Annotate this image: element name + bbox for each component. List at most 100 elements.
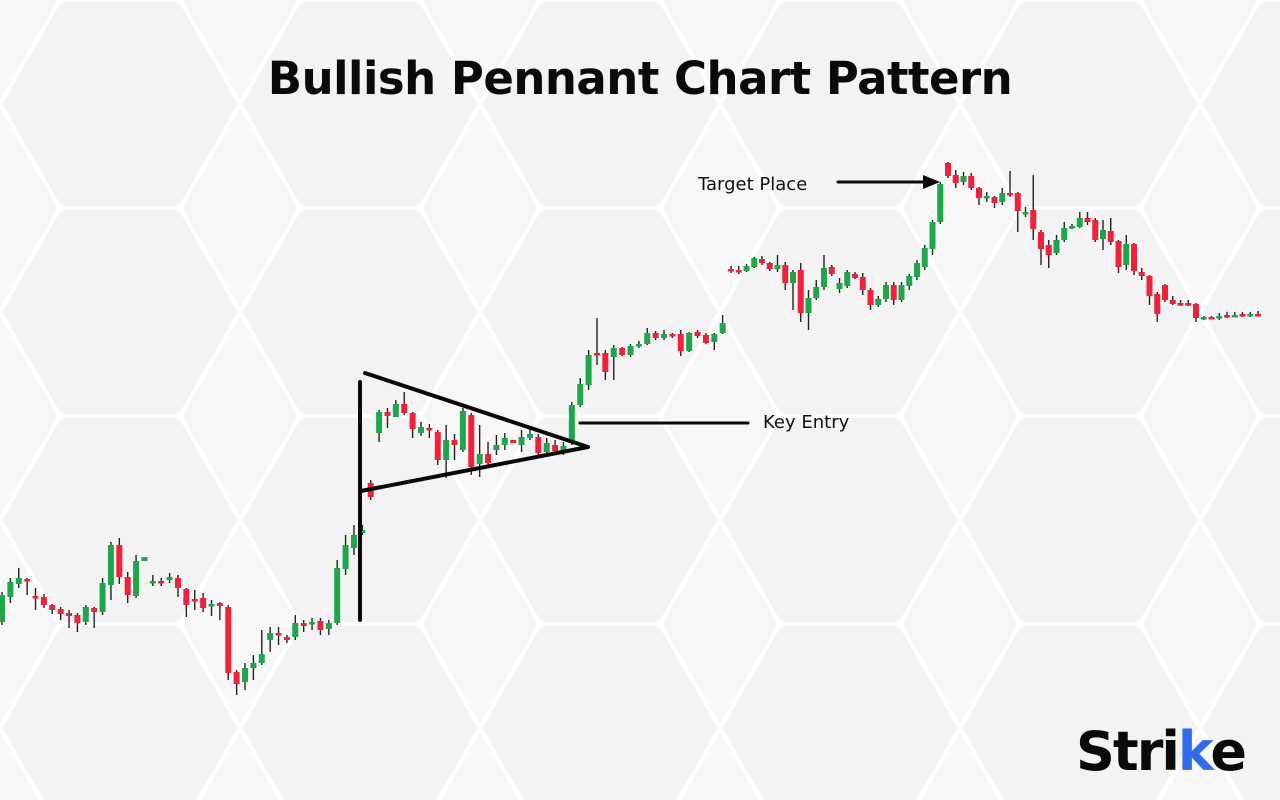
bearish-candle [300, 620, 307, 632]
candle-body [1069, 226, 1075, 229]
candle-body [317, 621, 324, 630]
bearish-candle [1146, 275, 1153, 305]
bearish-candle [317, 618, 324, 635]
candle-body [568, 405, 575, 443]
bearish-candle [593, 318, 600, 365]
candle-body [359, 530, 366, 533]
candle-body [1100, 230, 1106, 239]
bearish-candle [468, 413, 475, 475]
candle-body [1014, 193, 1021, 211]
candle-body [828, 267, 835, 274]
bearish-candle [1107, 218, 1114, 245]
bullish-candle [334, 560, 341, 625]
candle-body [1255, 314, 1261, 317]
bearish-candle [728, 266, 735, 273]
bullish-candle [342, 535, 349, 575]
candle-body [0, 595, 5, 622]
candle-body [669, 334, 676, 337]
candle-body [166, 577, 173, 580]
bearish-candle [40, 594, 47, 608]
candle-body [124, 577, 131, 595]
bearish-candle [183, 588, 190, 617]
candle-body [526, 434, 533, 438]
bullish-candle [141, 557, 148, 561]
candle-body [914, 263, 920, 277]
bearish-candle [1224, 312, 1230, 318]
bearish-candle [485, 442, 492, 465]
bearish-candle [867, 288, 874, 310]
candle-body [342, 545, 349, 569]
candle-body [443, 440, 450, 460]
candle-body [702, 335, 709, 343]
candle-body [694, 332, 701, 336]
pennant-lower-line [359, 445, 590, 493]
bearish-candle [652, 331, 659, 340]
bullish-candle [790, 270, 796, 310]
bearish-candle [426, 424, 433, 438]
candle-body [459, 411, 466, 450]
bullish-candle [15, 568, 22, 588]
candle-body [813, 287, 820, 298]
bullish-candle [821, 255, 827, 290]
bullish-candle [813, 280, 820, 300]
bullish-candle [1076, 212, 1083, 228]
candle-body [635, 344, 642, 347]
bearish-candle [124, 572, 131, 603]
candle-body [1061, 228, 1068, 240]
bullish-candle [898, 282, 905, 302]
candle-body [1084, 218, 1091, 222]
candle-body [937, 184, 944, 222]
candle-body [602, 353, 609, 372]
candle-body [661, 334, 668, 338]
candle-body [518, 437, 525, 445]
candle-body [384, 412, 391, 416]
bearish-candle [945, 162, 951, 178]
candle-body [1146, 276, 1153, 296]
bearish-candle [952, 170, 959, 188]
bullish-candle [836, 278, 843, 293]
candle-body [376, 412, 383, 433]
bullish-candle [644, 328, 651, 345]
candle-body [883, 285, 889, 299]
candle-body [968, 176, 975, 188]
candle-body [1045, 245, 1052, 255]
bearish-candle [828, 265, 835, 276]
candle-body [585, 355, 592, 385]
candle-body [233, 672, 240, 684]
bearish-candle [1154, 292, 1161, 322]
bullish-candle [543, 438, 550, 455]
bullish-candle [805, 290, 812, 330]
bullish-candle [983, 192, 990, 202]
bearish-candle [1239, 312, 1246, 317]
candle-body [451, 440, 458, 445]
bullish-candle [459, 408, 466, 452]
candle-body [1022, 212, 1029, 215]
bullish-candle [719, 315, 726, 334]
bearish-candle [1084, 212, 1091, 225]
candle-body [66, 613, 73, 616]
candle-body [1208, 317, 1215, 320]
bearish-candle [694, 330, 701, 338]
bearish-candle [158, 578, 165, 586]
candle-body [1030, 210, 1037, 229]
bullish-candle [937, 182, 944, 224]
candle-body [24, 579, 31, 582]
bearish-candle [434, 430, 441, 465]
candle-body [1231, 315, 1238, 318]
candle-body [267, 633, 274, 640]
bullish-candle [1123, 235, 1130, 270]
strike-logo: Strike [1076, 720, 1247, 783]
bullish-candle [208, 600, 215, 616]
bullish-candle [960, 172, 967, 185]
key-entry-label: Key Entry [763, 412, 850, 433]
candle-body [1224, 315, 1230, 318]
candle-body [476, 454, 483, 464]
candle-body [426, 428, 433, 431]
bearish-candle [1255, 311, 1261, 317]
candle-body [766, 263, 773, 269]
bullish-candle [661, 330, 668, 340]
bearish-candle [602, 350, 609, 380]
bullish-candle [325, 620, 332, 635]
target-arrow-head [923, 175, 940, 189]
